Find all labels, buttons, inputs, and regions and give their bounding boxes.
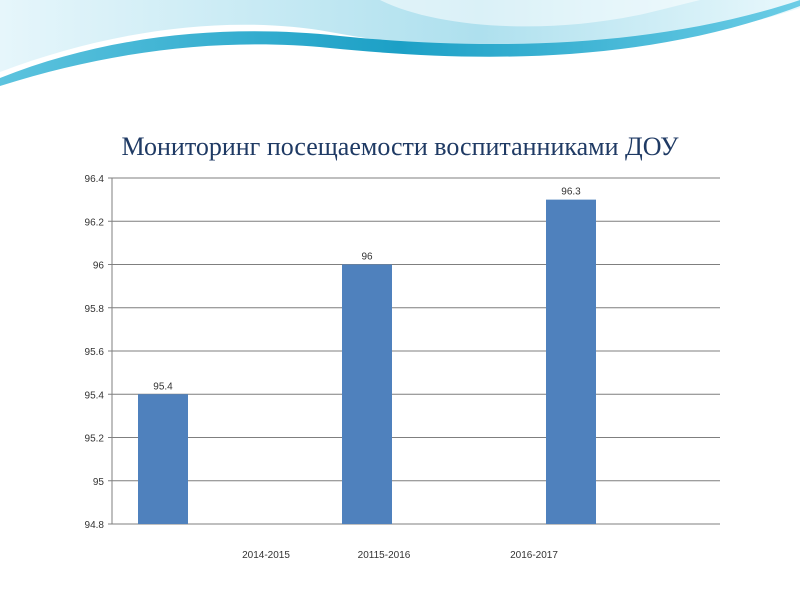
data-label: 95.4	[153, 381, 173, 392]
y-tick-label: 95	[93, 477, 105, 488]
y-tick-label: 94.8	[85, 520, 105, 531]
data-label: 96	[361, 252, 373, 263]
x-tick-label: 20115-2016	[358, 550, 411, 561]
x-tick-label: 2014-2015	[242, 550, 290, 561]
y-tick-label: 96.4	[85, 174, 105, 185]
y-tick-label: 96.2	[85, 217, 105, 228]
bar	[342, 264, 392, 524]
y-tick-label: 95.2	[85, 434, 105, 445]
y-tick-label: 95.4	[85, 390, 105, 401]
bar	[546, 199, 596, 524]
data-label: 96.3	[561, 187, 581, 198]
y-tick-label: 96	[93, 261, 105, 272]
chart-title: Мониторинг посещаемости воспитанниками Д…	[121, 132, 679, 161]
y-tick-label: 95.8	[85, 304, 105, 315]
x-tick-label: 2016-2017	[510, 550, 558, 561]
wave-dark	[0, 0, 800, 86]
wave-highlight	[380, 0, 700, 27]
bar	[138, 394, 188, 524]
y-tick-label: 95.6	[85, 347, 105, 358]
